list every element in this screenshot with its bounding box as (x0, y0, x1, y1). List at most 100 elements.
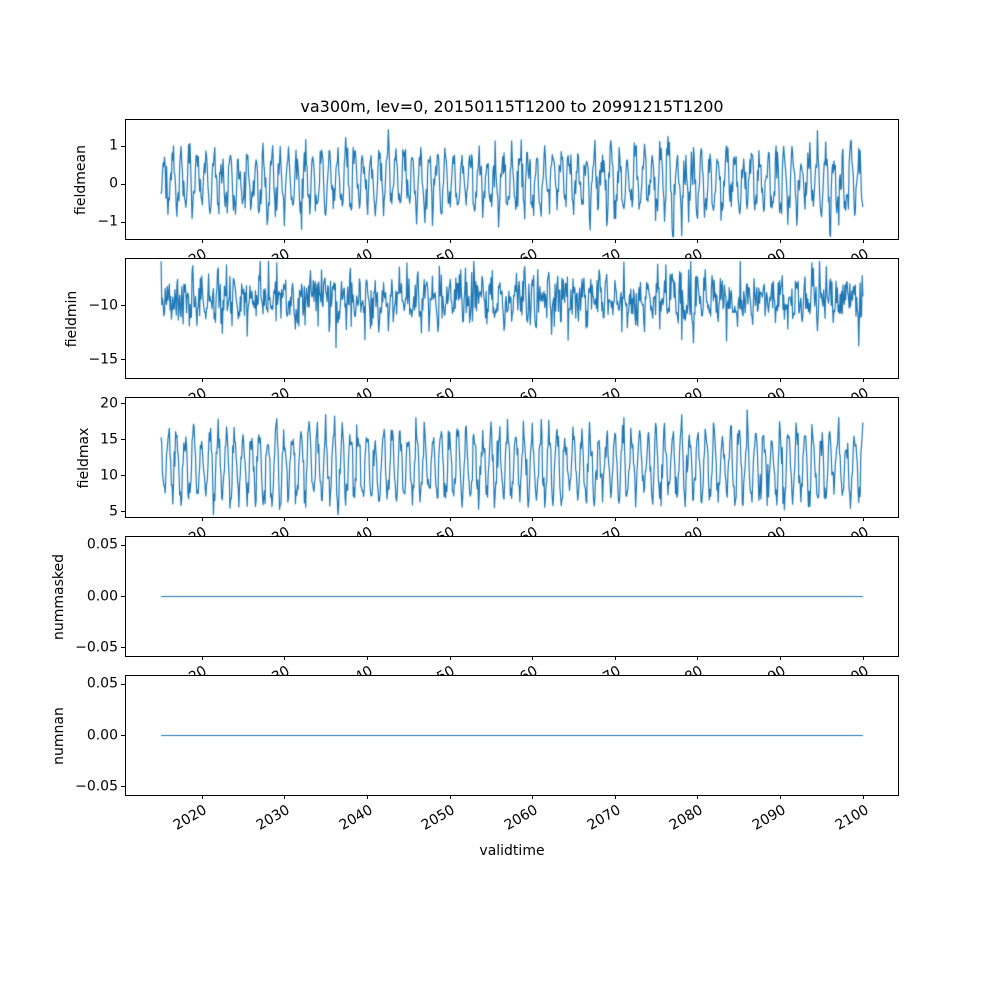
x-tick-mark (201, 239, 203, 243)
x-tick-mark (366, 378, 368, 382)
y-axis-label-fieldmean: fieldmean (73, 144, 89, 215)
x-tick-mark (862, 239, 864, 243)
x-tick-label: 2070 (584, 802, 624, 834)
y-tick-label: 0.00 (86, 588, 118, 605)
x-tick-mark (201, 517, 203, 521)
x-tick-mark (697, 656, 699, 660)
x-tick-mark (614, 517, 616, 521)
y-tick-label: 0.05 (86, 676, 118, 693)
y-tick-mark (121, 145, 125, 147)
y-axis-label-fieldmax: fieldmax (76, 427, 92, 488)
x-tick-mark (366, 656, 368, 660)
x-tick-mark (862, 378, 864, 382)
x-tick-mark (780, 239, 782, 243)
x-tick-mark (780, 378, 782, 382)
x-tick-label: 2030 (253, 802, 293, 834)
y-tick-label: −10 (88, 297, 118, 314)
y-tick-label: 0.00 (86, 727, 118, 744)
y-tick-mark (121, 786, 125, 788)
x-tick-mark (284, 656, 286, 660)
y-tick-label: −1 (97, 213, 118, 230)
y-tick-label: 1 (109, 138, 118, 155)
line-plot-numnan (126, 676, 898, 795)
x-tick-label: 2090 (749, 802, 789, 834)
y-tick-mark (121, 544, 125, 546)
subplot-nummasked: nummasked 0.050.00−0.0520202030204020502… (51, 536, 899, 695)
x-tick-label: 2050 (419, 802, 458, 834)
x-tick-mark (862, 517, 864, 521)
x-tick-label: 2100 (832, 802, 872, 834)
y-tick-label: −15 (88, 351, 118, 368)
y-tick-mark (121, 403, 125, 405)
x-tick-mark (449, 517, 451, 521)
y-tick-label: −0.05 (75, 778, 118, 795)
x-tick-mark (862, 656, 864, 660)
x-tick-mark (780, 517, 782, 521)
x-tick-mark (862, 795, 864, 799)
line-plot-fieldmean (126, 120, 898, 239)
figure-title: va300m, lev=0, 20150115T1200 to 20991215… (300, 97, 724, 116)
y-tick-mark (121, 305, 125, 307)
y-tick-label: 0 (109, 175, 118, 192)
y-tick-mark (121, 647, 125, 649)
x-tick-mark (780, 656, 782, 660)
x-tick-mark (697, 378, 699, 382)
y-tick-label: 15 (100, 431, 118, 448)
x-tick-mark (614, 795, 616, 799)
line-plot-fieldmax (126, 398, 898, 517)
x-tick-mark (532, 795, 534, 799)
subplot-numnan: numnan 0.05 0.00 −0.05 2020 2030 2040 2050 2060… (51, 675, 899, 834)
y-tick-mark (121, 183, 125, 185)
x-tick-label: 2060 (501, 802, 541, 834)
x-tick-mark (780, 795, 782, 799)
x-tick-mark (449, 239, 451, 243)
x-tick-mark (366, 795, 368, 799)
x-tick-mark (697, 795, 699, 799)
y-tick-label: −0.05 (75, 639, 118, 656)
x-tick-mark (532, 378, 534, 382)
x-tick-mark (201, 795, 203, 799)
y-axis-label-numnan: numnan (51, 706, 67, 765)
y-tick-label: 0.05 (86, 537, 118, 554)
subplot-fieldmean: fieldmean 10−120202030204020502060207020… (73, 119, 899, 278)
y-tick-mark (121, 439, 125, 441)
y-tick-label: 20 (100, 395, 118, 412)
y-tick-mark (121, 475, 125, 477)
x-tick-mark (284, 378, 286, 382)
x-tick-mark (449, 378, 451, 382)
subplot-fieldmax: fieldmax 2015105202020302040205020602070… (76, 395, 899, 556)
x-tick-mark (449, 795, 451, 799)
x-tick-mark (697, 517, 699, 521)
y-axis-label-fieldmin: fieldmin (64, 290, 80, 347)
y-tick-mark (121, 511, 125, 513)
x-tick-mark (614, 656, 616, 660)
line-plot-fieldmin (126, 259, 898, 378)
line-plot-nummasked (126, 537, 898, 656)
x-tick-mark (532, 517, 534, 521)
y-tick-mark (121, 735, 125, 736)
x-tick-mark (614, 239, 616, 243)
x-tick-mark (697, 239, 699, 243)
x-tick-label: 2080 (667, 802, 706, 834)
y-tick-label: 5 (109, 503, 118, 520)
x-tick-label: 2020 (171, 802, 211, 834)
x-tick-mark (284, 517, 286, 521)
x-tick-mark (201, 378, 203, 382)
x-tick-mark (284, 239, 286, 243)
y-tick-mark (121, 683, 125, 685)
y-tick-mark (121, 596, 125, 597)
x-tick-mark (449, 656, 451, 660)
x-axis-label: validtime (479, 843, 545, 859)
x-tick-mark (366, 517, 368, 521)
y-tick-mark (121, 221, 125, 223)
y-tick-mark (121, 359, 125, 361)
x-tick-mark (284, 795, 286, 799)
x-tick-mark (201, 656, 203, 660)
x-tick-mark (532, 239, 534, 243)
x-tick-label: 2040 (336, 802, 376, 834)
x-tick-mark (614, 378, 616, 382)
x-tick-mark (366, 239, 368, 243)
y-axis-label-nummasked: nummasked (51, 553, 67, 640)
x-tick-mark (532, 656, 534, 660)
